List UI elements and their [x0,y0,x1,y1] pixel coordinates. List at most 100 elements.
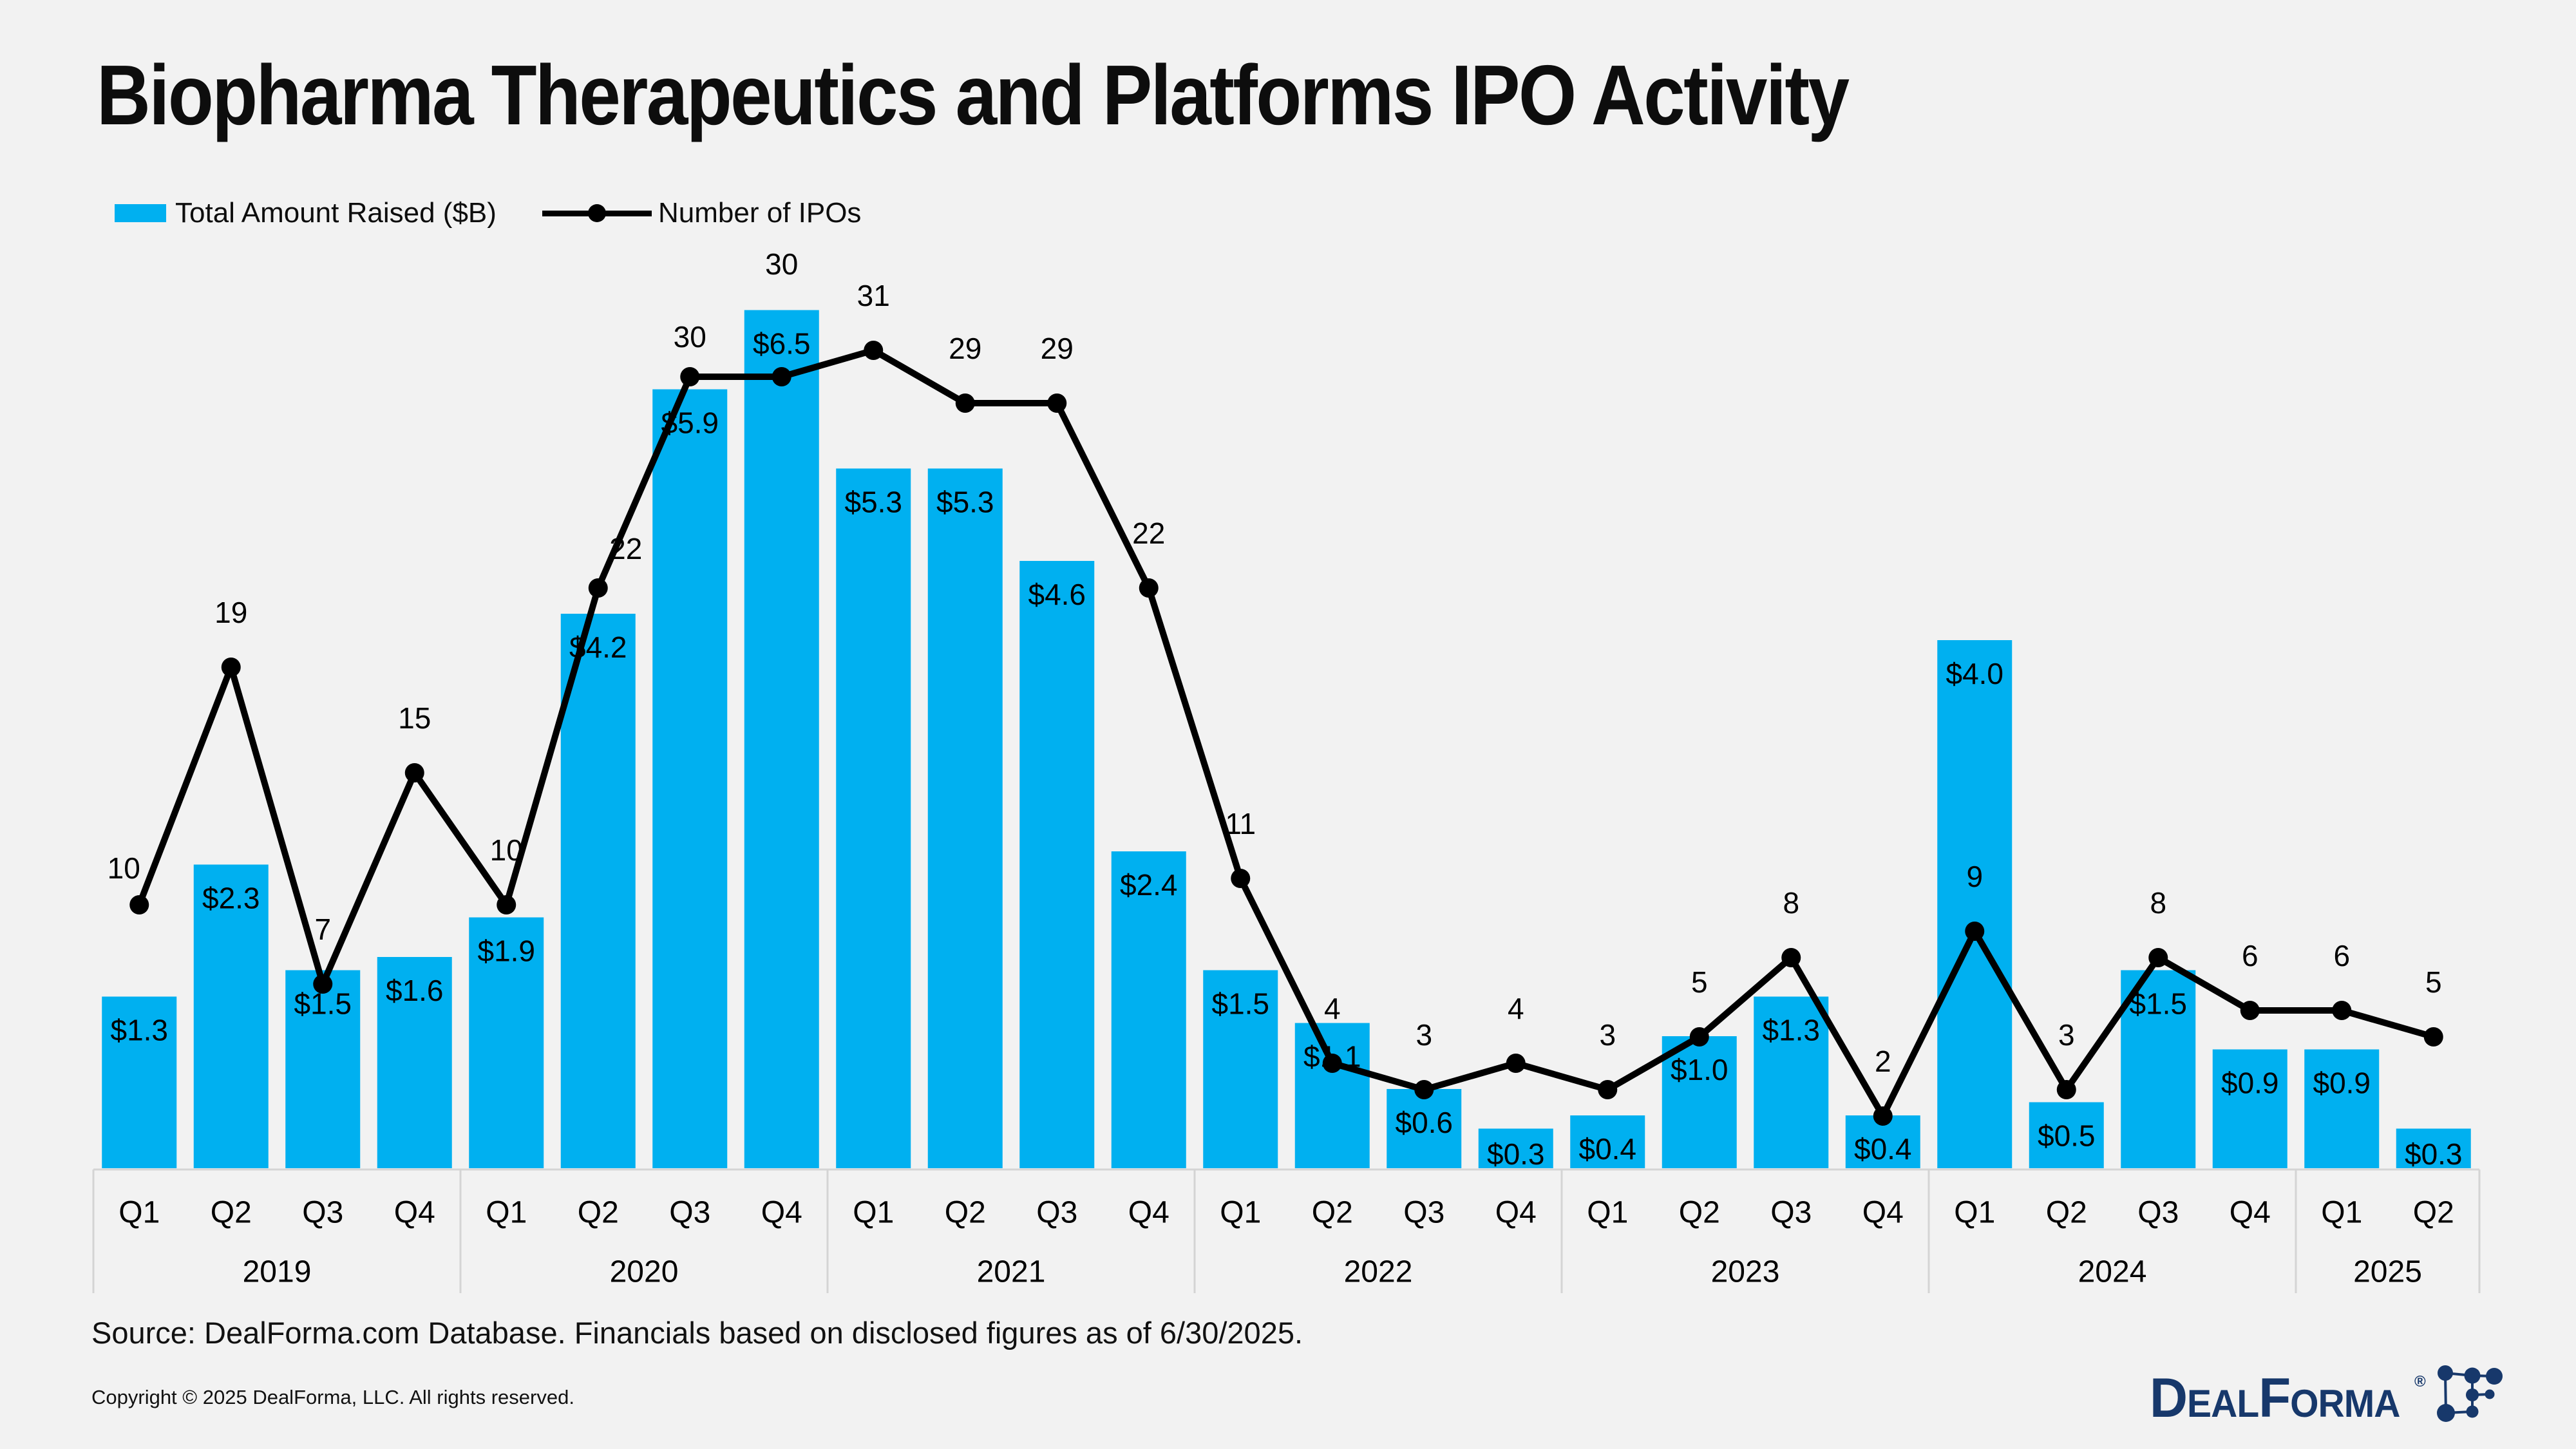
year-label: 2023 [1711,1255,1780,1289]
quarter-label: Q3 [2137,1196,2179,1230]
ipo-count-label: 22 [1132,516,1165,550]
bar-value-label: $1.0 [1671,1053,1728,1086]
quarter-label: Q2 [945,1196,986,1230]
bar-value-label: $0.9 [2221,1066,2279,1100]
year-label: 2024 [2078,1255,2147,1289]
line-point [1965,922,1985,941]
line-point [497,895,516,914]
bar [469,917,544,1168]
quarter-label: Q2 [578,1196,619,1230]
quarter-label: Q4 [394,1196,435,1230]
line-point [2056,1080,2076,1099]
ipo-count-label: 5 [1691,965,1708,999]
ipo-count-label: 30 [674,320,706,354]
ipo-count-label: 7 [314,913,331,946]
logo-wordmark: DealForma [2150,1367,2400,1429]
bar [744,310,819,1168]
bar [1478,1128,1553,1168]
bar-value-label: $6.5 [753,327,811,361]
bar [1203,970,1278,1168]
bar [1662,1036,1737,1168]
line-marker-dot-icon [588,204,606,222]
bar [927,468,1003,1168]
bar [1754,996,1829,1168]
bar [102,996,177,1168]
bar [652,389,728,1168]
ipo-count-label: 30 [765,247,798,281]
bar-value-label: $5.3 [936,486,994,519]
quarter-label: Q4 [2230,1196,2271,1230]
bar-value-label: $0.6 [1395,1106,1453,1139]
year-label: 2021 [977,1255,1046,1289]
bar [836,468,911,1168]
line-point [2148,948,2168,967]
bar-value-label: $0.5 [2038,1119,2096,1153]
line-point [2423,1027,2443,1046]
quarter-label: Q3 [1403,1196,1444,1230]
ipo-count-label: 2 [1875,1045,1891,1078]
year-label: 2020 [610,1255,679,1289]
quarter-label: Q1 [1954,1196,1995,1230]
bar-value-label: $0.4 [1578,1132,1636,1166]
bar [285,970,361,1168]
ipo-count-label: 31 [857,279,890,312]
quarter-label: Q4 [1495,1196,1537,1230]
dealforma-logo: DealForma ® [2150,1365,2506,1429]
ipo-count-label: 8 [2150,886,2166,920]
line-point [221,658,241,677]
ipo-count-label: 6 [2242,939,2259,972]
chart-title: Biopharma Therapeutics and Platforms IPO… [97,48,1850,142]
ipo-count-label: 9 [1966,860,1983,893]
bar [2029,1102,2104,1168]
bar-value-label: $4.6 [1028,578,1086,611]
bar-value-label: $1.5 [1211,987,1269,1021]
bar [560,614,636,1168]
bar [193,864,269,1168]
line-point [404,763,424,782]
ipo-count-label: 15 [398,701,431,735]
quarter-label: Q2 [2413,1196,2454,1230]
line-point [1506,1054,1526,1073]
bar-value-label: $1.6 [386,974,444,1007]
quarter-label: Q1 [486,1196,527,1230]
quarter-label: Q1 [1220,1196,1261,1230]
line-point [129,895,149,914]
bar-value-label: $2.4 [1120,868,1178,902]
bar-value-label: $5.3 [844,486,902,519]
ipo-count-label: 6 [2333,939,2350,972]
ipo-count-label: 11 [1225,807,1256,840]
bar-value-label: $2.3 [202,882,260,915]
bar-value-label: $0.4 [1854,1132,1912,1166]
quarter-label: Q4 [1128,1196,1170,1230]
bar [1019,561,1095,1168]
source-note: Source: DealForma.com Database. Financia… [91,1316,1303,1350]
ipo-count-label: 4 [1324,992,1341,1025]
bar [2396,1128,2471,1168]
network-nodes-icon [2436,1365,2503,1422]
line-point [1047,393,1067,413]
line-point [2332,1001,2352,1020]
year-label: 2019 [243,1255,312,1289]
line-point [1139,578,1159,598]
registered-mark: ® [2414,1373,2426,1390]
line-point [864,341,884,360]
ipo-count-label: 19 [214,596,247,629]
bar-value-label: $1.9 [477,934,535,968]
ipo-line [136,347,2435,1119]
quarter-label: Q4 [761,1196,802,1230]
copyright-note: Copyright © 2025 DealForma, LLC. All rig… [91,1386,574,1408]
bar [1937,640,2012,1168]
line-point [588,578,608,598]
bar-value-label: $0.9 [2313,1066,2371,1100]
quarter-label: Q1 [118,1196,160,1230]
quarter-label: Q1 [1587,1196,1628,1230]
legend-label-number-of-ipos: Number of IPOs [658,197,862,229]
year-label: 2025 [2353,1255,2422,1289]
bar-value-label: $4.0 [1946,657,2003,690]
ipo-count-label: 10 [108,851,140,885]
ipo-count-label: 3 [2058,1018,2075,1052]
quarter-label: Q3 [1770,1196,1812,1230]
ipo-count-label: 10 [490,833,523,867]
